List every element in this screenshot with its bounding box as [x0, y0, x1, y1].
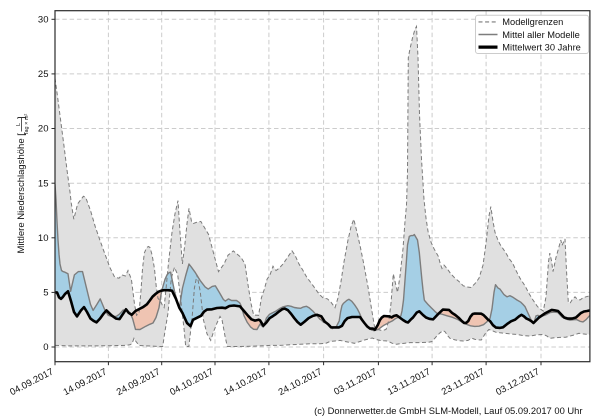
svg-text:0: 0 — [43, 342, 48, 353]
svg-text:Mittlere Niederschlagshöhe []: Mittlere Niederschlagshöhe [] — [16, 116, 27, 253]
svg-text:L: L — [16, 123, 22, 126]
svg-text:25: 25 — [38, 69, 49, 80]
svg-text:15: 15 — [38, 178, 49, 189]
svg-text:Modellgrenzen: Modellgrenzen — [502, 17, 563, 27]
svg-text:(c) Donnerwetter.de GmbH SLM-M: (c) Donnerwetter.de GmbH SLM-Modell, Lau… — [314, 405, 582, 416]
svg-text:Mittelwert 30 Jahre: Mittelwert 30 Jahre — [502, 42, 581, 52]
svg-text:Mittel aller Modelle: Mittel aller Modelle — [502, 30, 580, 40]
svg-text:Tag × m²: Tag × m² — [24, 114, 30, 136]
svg-text:30: 30 — [38, 15, 49, 26]
svg-text:20: 20 — [38, 124, 49, 135]
svg-text:10: 10 — [38, 233, 49, 244]
svg-text:5: 5 — [43, 288, 48, 299]
